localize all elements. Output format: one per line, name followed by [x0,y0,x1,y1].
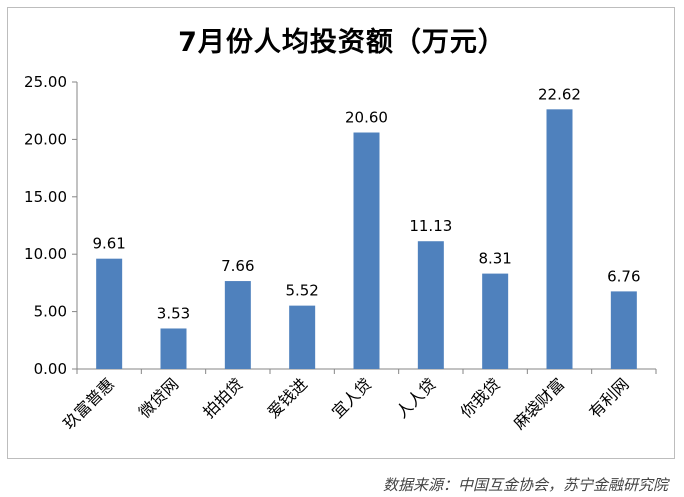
bar-value-label: 20.60 [345,109,388,127]
category-label: 微贷网 [135,374,182,421]
category-label: 麻袋财富 [510,374,569,433]
bar-value-label: 22.62 [538,85,581,103]
bar-value-label: 8.31 [478,250,511,268]
bar-value-label: 5.52 [285,282,318,300]
bar [289,305,316,369]
bar [610,291,637,369]
y-tick-label: 20.00 [24,130,67,148]
category-label: 你我贷 [457,374,504,421]
bar-value-label: 9.61 [92,235,125,253]
y-tick-label: 0.00 [34,360,67,378]
chart-title: 7月份人均投资额（万元） [178,27,506,58]
category-label: 有利网 [585,374,632,421]
bar [96,258,123,369]
bar-value-label: 6.76 [607,267,640,285]
bar [417,241,444,369]
category-label: 玖富普惠 [59,374,118,433]
source-note: 数据来源：中国互金协会，苏宁金融研究院 [382,476,668,494]
category-label: 宜人贷 [328,374,375,421]
bar [546,109,573,370]
y-tick-label: 25.00 [24,73,67,91]
bar [224,281,251,369]
y-tick-label: 10.00 [24,245,67,263]
bar [353,132,380,369]
bar-value-label: 11.13 [409,217,452,235]
bar [482,273,509,369]
y-tick-label: 15.00 [24,188,67,206]
category-label: 爱钱进 [264,374,311,421]
bar [160,328,187,369]
category-label: 拍拍贷 [199,374,246,421]
bar-value-label: 3.53 [157,304,190,322]
bar-value-label: 7.66 [221,257,254,275]
y-tick-label: 5.00 [34,303,67,321]
category-label: 人人贷 [392,374,439,421]
